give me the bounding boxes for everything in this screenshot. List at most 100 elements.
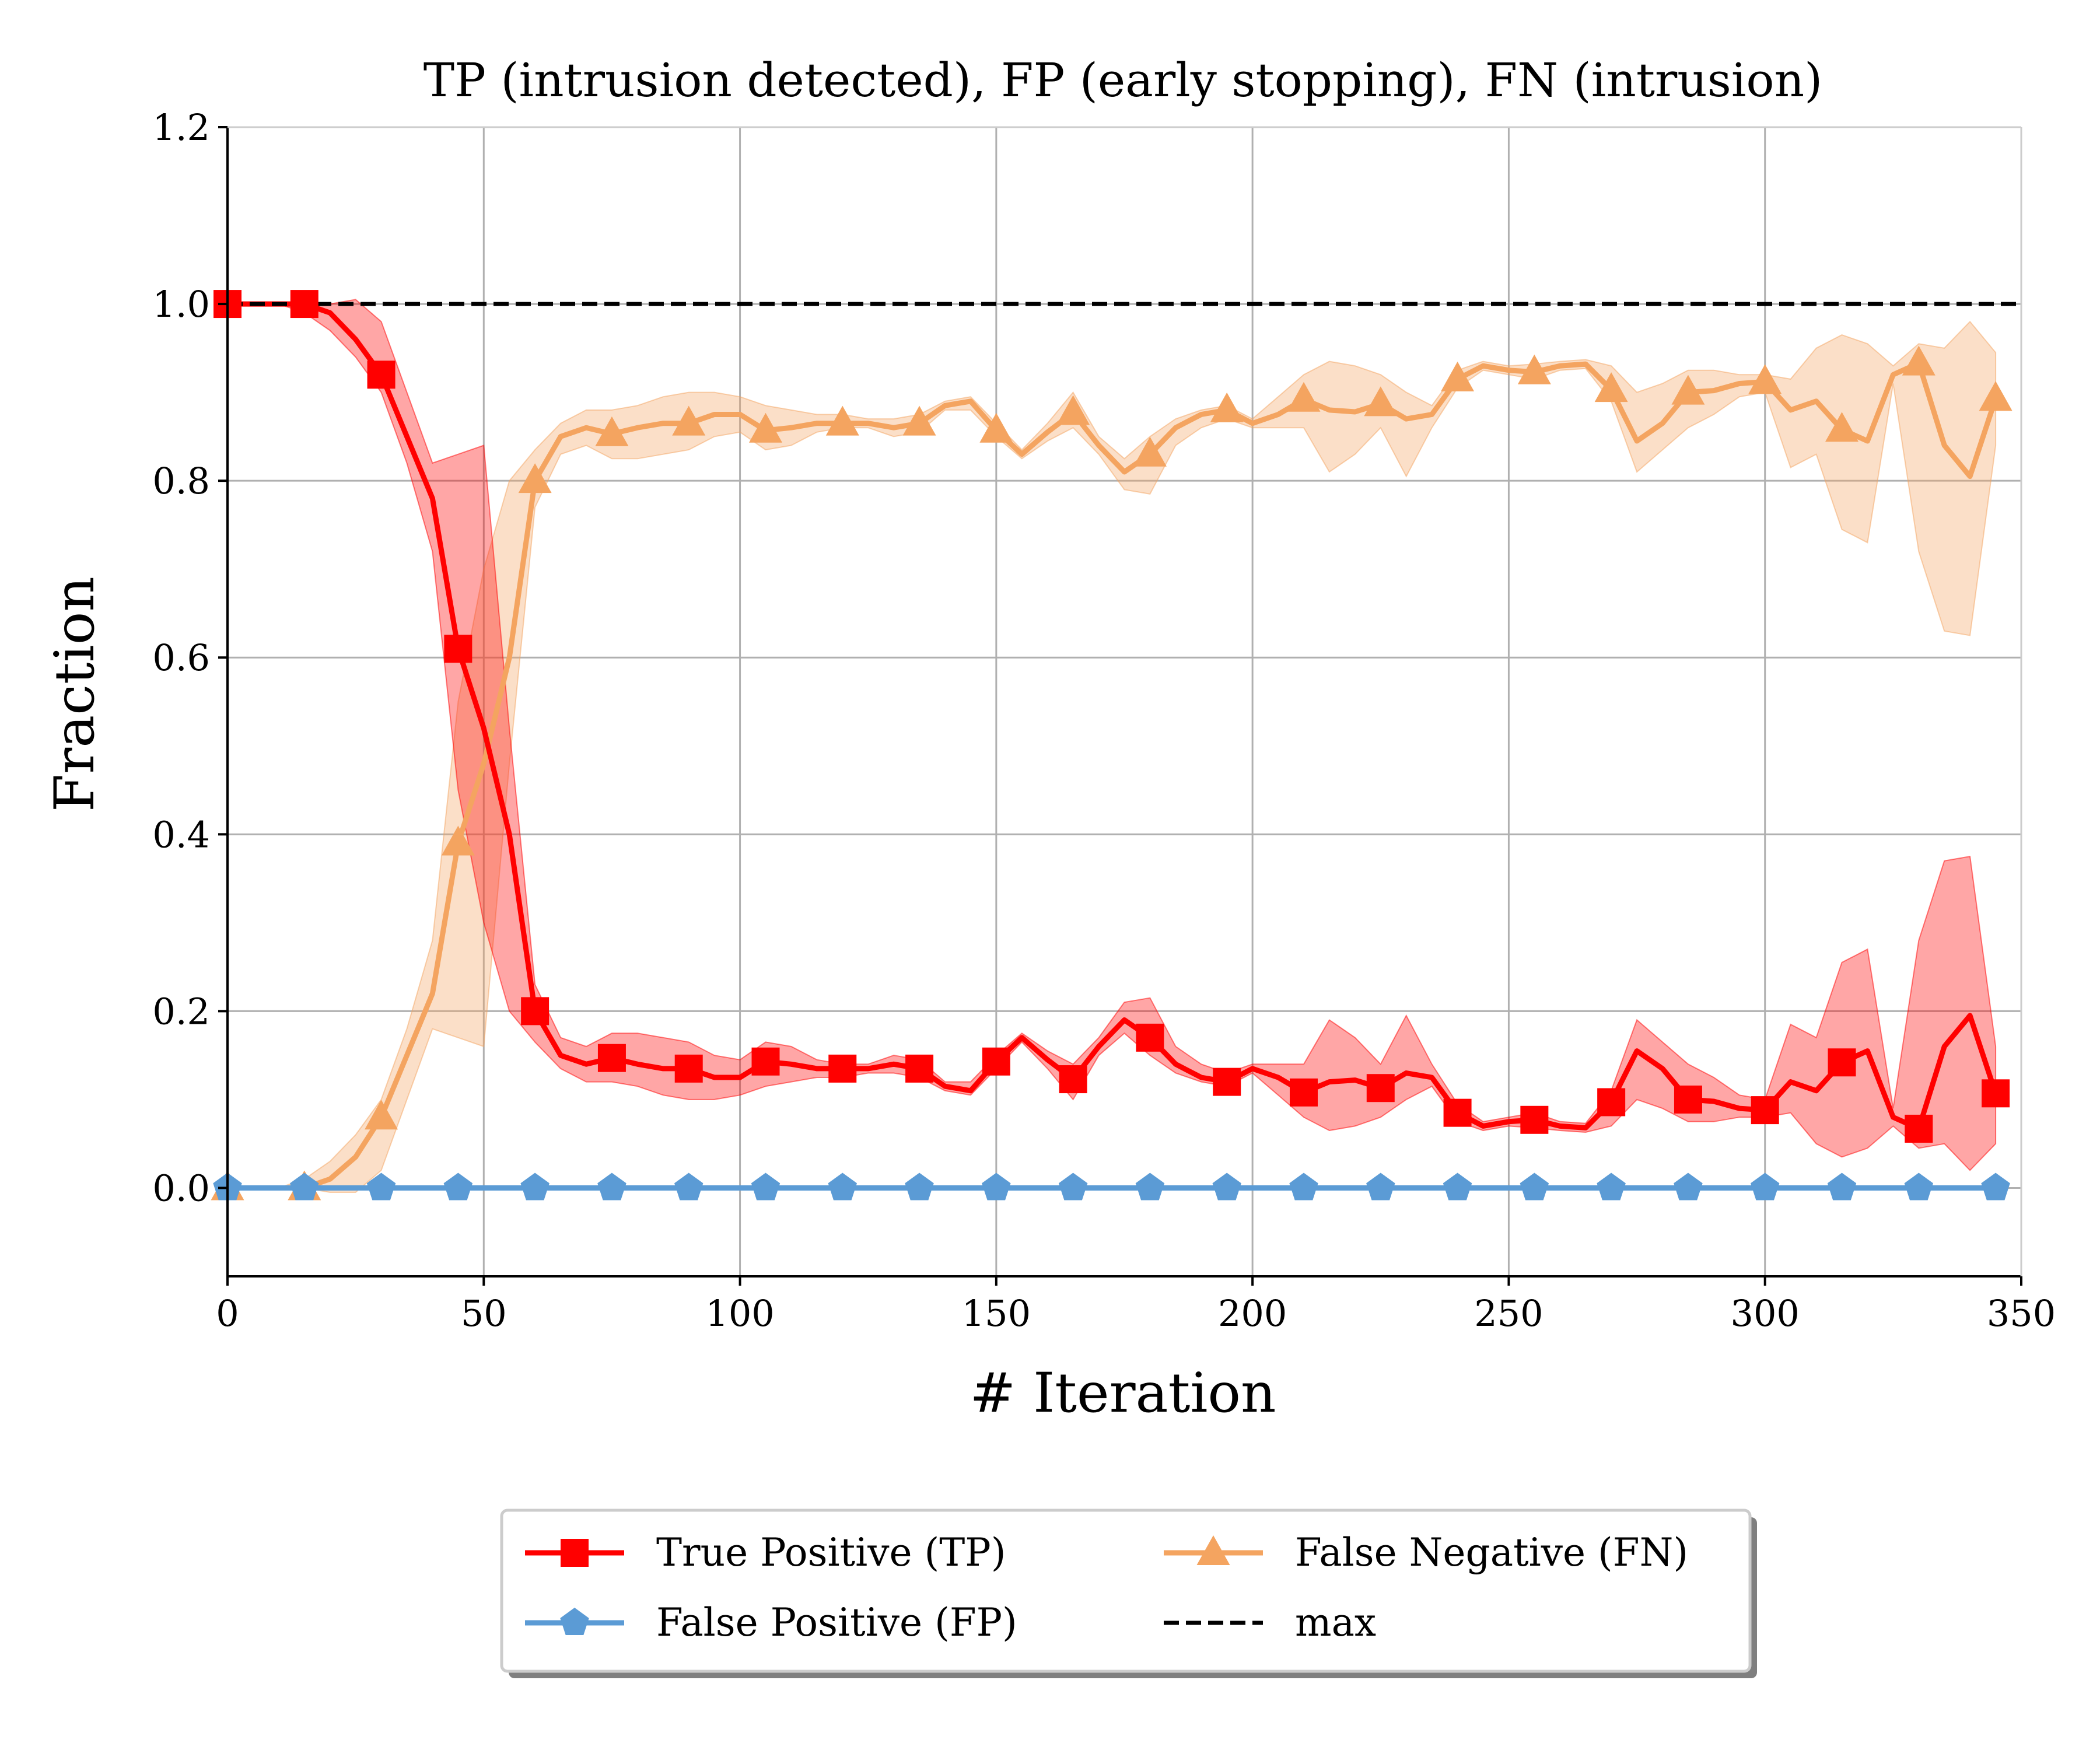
chart-title: TP (intrusion detected), FP (early stopp… — [424, 53, 1823, 107]
data-point — [672, 405, 706, 436]
legend-label: False Negative (FN) — [1295, 1530, 1688, 1575]
data-point — [982, 1172, 1011, 1200]
data-point — [1904, 1172, 1933, 1200]
data-point — [518, 463, 552, 494]
data-point — [1133, 436, 1167, 467]
data-point — [443, 1172, 473, 1200]
data-point — [749, 412, 782, 443]
data-point — [902, 405, 936, 436]
data-point — [1058, 1172, 1088, 1200]
data-point — [1517, 354, 1551, 384]
y-tick-label: 0.4 — [152, 813, 210, 856]
legend-label: True Positive (TP) — [656, 1530, 1006, 1575]
data-point — [1289, 1172, 1318, 1200]
data-point — [1290, 1078, 1318, 1107]
data-point — [1056, 395, 1090, 425]
data-point — [1287, 382, 1321, 412]
data-point — [1210, 392, 1244, 422]
data-point — [1674, 1172, 1703, 1200]
x-tick-label: 200 — [1218, 1292, 1287, 1335]
data-point — [597, 1172, 626, 1200]
data-point — [1443, 1172, 1472, 1200]
x-tick-label: 350 — [1987, 1292, 2056, 1335]
legend-label: max — [1295, 1600, 1376, 1645]
x-tick-label: 300 — [1731, 1292, 1800, 1335]
data-point — [597, 1044, 626, 1072]
legend-box — [500, 1508, 1752, 1673]
y-tick-label: 0.8 — [152, 460, 210, 502]
data-point — [751, 1047, 780, 1076]
legend-item: max — [1164, 1600, 1376, 1645]
data-point — [1827, 1172, 1857, 1200]
x-tick-label: 150 — [962, 1292, 1031, 1335]
data-point — [1597, 1088, 1626, 1116]
data-point — [1597, 1172, 1626, 1200]
x-tick-label: 250 — [1474, 1292, 1543, 1335]
data-point — [520, 1172, 550, 1200]
data-point — [825, 405, 859, 436]
data-point — [595, 416, 629, 446]
data-point — [365, 1100, 398, 1130]
y-tick-label: 0.2 — [152, 990, 210, 1032]
x-axis-label: # Iteration — [970, 1362, 1276, 1425]
data-point — [905, 1172, 934, 1200]
data-point — [828, 1172, 857, 1200]
legend-item: False Negative (FN) — [1164, 1530, 1688, 1575]
data-point — [1520, 1172, 1549, 1200]
x-tick-label: 0 — [216, 1292, 239, 1335]
data-point — [1751, 1172, 1780, 1200]
data-point — [1213, 1068, 1241, 1096]
data-point — [441, 825, 475, 856]
data-point — [1443, 1098, 1472, 1127]
data-point — [1674, 1085, 1702, 1114]
legend-marker — [560, 1608, 589, 1635]
data-point — [982, 1047, 1010, 1076]
x-tick-label: 50 — [461, 1292, 507, 1335]
data-point — [674, 1172, 704, 1200]
y-tick-label: 1.2 — [152, 106, 210, 149]
data-point — [1902, 345, 1936, 376]
data-point — [1981, 1172, 2010, 1200]
series-line-2 — [228, 360, 1999, 1191]
y-tick-label: 0.0 — [152, 1167, 210, 1209]
tick-labels: 0 50 100 150 200 250 300 350 0.0 0.2 0.4 0.6 0.8 1.0 1… — [152, 106, 2056, 1335]
data-point — [290, 1172, 319, 1200]
data-point — [1671, 374, 1705, 405]
data-point — [290, 290, 318, 318]
data-point — [521, 997, 550, 1026]
data-point — [1751, 1096, 1779, 1125]
data-point — [1135, 1172, 1165, 1200]
data-point — [1982, 1079, 2010, 1108]
data-point — [1441, 361, 1475, 391]
data-point — [751, 1172, 780, 1200]
data-point — [1366, 1074, 1395, 1102]
series-markers — [211, 290, 2013, 1200]
data-point — [1212, 1172, 1241, 1200]
legend-item: True Positive (TP) — [525, 1530, 1006, 1575]
data-point — [1059, 1065, 1087, 1094]
data-point — [1136, 1023, 1164, 1052]
legend-label: False Positive (FP) — [656, 1600, 1017, 1645]
axes — [218, 126, 2022, 1286]
data-point — [1748, 364, 1782, 394]
data-point — [905, 1054, 934, 1083]
data-point — [1825, 412, 1859, 442]
legend-item: False Positive (FP) — [525, 1600, 1017, 1645]
data-point — [1520, 1105, 1549, 1134]
legend-marker — [561, 1539, 589, 1567]
data-point — [979, 412, 1013, 443]
x-tick-label: 100 — [705, 1292, 774, 1335]
data-point — [1828, 1048, 1856, 1077]
data-point — [444, 635, 473, 663]
data-point — [1905, 1114, 1933, 1143]
legend-marker — [1196, 1535, 1230, 1565]
y-axis-label: Fraction — [43, 576, 107, 812]
data-point — [367, 360, 396, 389]
data-point — [1366, 1172, 1395, 1200]
y-tick-label: 1.0 — [152, 283, 210, 326]
legend: True Positive (TP) False Positive (FP) Fal… — [500, 1508, 1757, 1678]
data-point — [1594, 372, 1628, 402]
data-point — [366, 1172, 396, 1200]
